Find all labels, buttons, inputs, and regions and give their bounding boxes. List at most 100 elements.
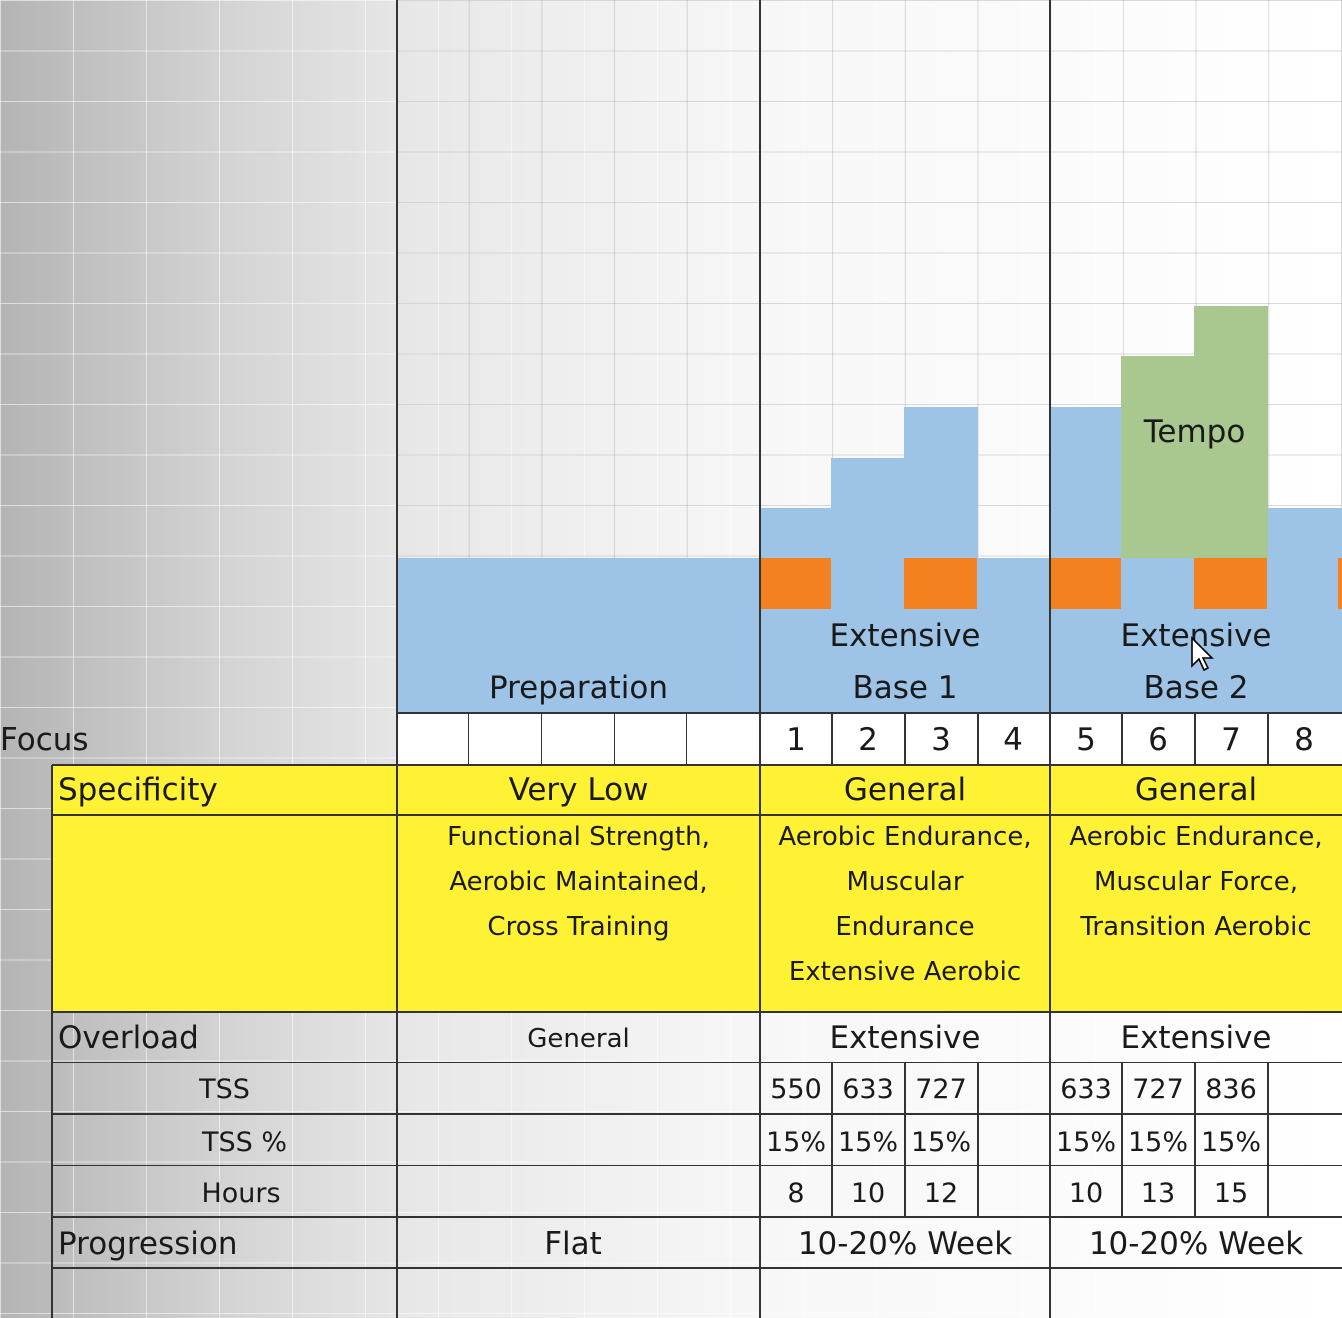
divider (904, 713, 906, 765)
overload-base2: Extensive (1120, 1020, 1272, 1056)
week-number: 2 (858, 722, 878, 758)
divider (52, 1011, 1342, 1013)
week2-volume-block (831, 458, 978, 510)
base2-detail-line: Muscular Force, (1094, 867, 1298, 897)
week3-volume-block (904, 407, 978, 460)
base1-detail-line: Endurance (835, 912, 975, 942)
week-number-row (397, 713, 1342, 765)
tss-value: 633 (842, 1074, 894, 1105)
divider (977, 713, 979, 765)
base1-detail-line: Extensive Aerobic (788, 957, 1022, 987)
divider (1121, 713, 1123, 765)
overload-base1: Extensive (829, 1020, 981, 1056)
tss-pct-value: 15% (765, 1127, 826, 1158)
mouse-cursor-icon (1191, 636, 1214, 672)
divider (977, 1063, 979, 1217)
divider (1267, 1063, 1269, 1217)
divider (1194, 713, 1196, 765)
divider (52, 764, 1342, 766)
tss-value: 550 (770, 1074, 822, 1105)
divider (468, 713, 469, 765)
base-volume-block (397, 558, 1342, 713)
divider (397, 712, 1342, 714)
phase-base2-label-2: Base 2 (1143, 670, 1249, 706)
divider (52, 1267, 1342, 1269)
hours-value: 12 (923, 1178, 959, 1209)
phase-base1-label-1: Extensive (829, 618, 981, 654)
tss-pct-value: 15% (910, 1127, 971, 1158)
week8-volume-block (1268, 508, 1342, 560)
intensity-block (760, 558, 831, 609)
tss-value: 633 (1060, 1074, 1112, 1105)
divider (614, 713, 615, 765)
tss-pct-label: TSS % (201, 1127, 287, 1158)
base2-detail-line: Aerobic Endurance, (1069, 822, 1323, 852)
prep-detail-line: Aerobic Maintained, (449, 867, 708, 897)
intensity-block (1338, 558, 1342, 609)
hours-value: 10 (1068, 1178, 1104, 1209)
divider (831, 713, 833, 765)
specificity-section (52, 765, 1342, 1012)
divider (51, 765, 53, 1318)
week-number: 1 (786, 722, 806, 758)
intensity-block (1050, 558, 1121, 609)
hours-label: Hours (201, 1178, 281, 1209)
tempo-label: Tempo (1143, 414, 1246, 450)
phase-base1-label-2: Base 1 (852, 670, 958, 706)
progression-label: Progression (58, 1226, 238, 1262)
hours-value: 8 (787, 1178, 805, 1209)
divider (904, 1063, 906, 1217)
tss-pct-value: 15% (1055, 1127, 1116, 1158)
intensity-block (1194, 558, 1267, 609)
divider (52, 814, 1342, 816)
week-number: 4 (1003, 722, 1023, 758)
week1-volume-block (760, 508, 978, 560)
specificity-base2: General (1134, 772, 1258, 808)
divider (52, 1216, 1342, 1218)
week-number: 8 (1294, 722, 1314, 758)
base1-detail-line: Muscular (846, 867, 964, 897)
tempo-block-week7 (1194, 306, 1268, 558)
base2-detail-line: Transition Aerobic (1080, 912, 1312, 942)
week-number: 7 (1221, 722, 1241, 758)
divider (686, 713, 687, 765)
week5-volume-block (1050, 407, 1122, 560)
progression-base2: 10-20% Week (1088, 1226, 1304, 1262)
divider (52, 1062, 1342, 1063)
progression-base1: 10-20% Week (797, 1226, 1013, 1262)
tempo-block-week6 (1121, 356, 1194, 558)
intensity-block (904, 558, 977, 609)
divider (759, 0, 761, 1318)
hours-value: 13 (1140, 1178, 1176, 1209)
divider (52, 1165, 1342, 1166)
hours-value: 15 (1213, 1178, 1249, 1209)
divider (1049, 0, 1051, 1318)
tss-value: 727 (915, 1074, 967, 1105)
week-number: 5 (1076, 722, 1096, 758)
divider (831, 1063, 833, 1217)
base1-detail-line: Aerobic Endurance, (778, 822, 1032, 852)
prep-detail-line: Cross Training (487, 912, 670, 942)
week-number: 6 (1148, 722, 1168, 758)
divider (396, 0, 398, 1318)
tss-value: 727 (1132, 1074, 1184, 1105)
progression-prep: Flat (544, 1226, 602, 1262)
specificity-prep: Very Low (508, 772, 649, 808)
tss-pct-value: 15% (1127, 1127, 1188, 1158)
tss-pct-value: 15% (1200, 1127, 1261, 1158)
tss-value: 836 (1205, 1074, 1257, 1105)
tss-label: TSS (199, 1074, 250, 1105)
tss-pct-value: 15% (837, 1127, 898, 1158)
week-number: 3 (931, 722, 951, 758)
phase-prep-label: Preparation (488, 670, 669, 706)
focus-label: Focus (0, 722, 89, 758)
divider (1194, 1063, 1196, 1217)
divider (1121, 1063, 1123, 1217)
divider (52, 1113, 1342, 1115)
specificity-label: Specificity (58, 772, 218, 808)
divider (1267, 713, 1269, 765)
overload-label: Overload (58, 1020, 199, 1056)
divider (541, 713, 542, 765)
specificity-base1: General (843, 772, 967, 808)
prep-detail-line: Functional Strength, (447, 822, 710, 852)
